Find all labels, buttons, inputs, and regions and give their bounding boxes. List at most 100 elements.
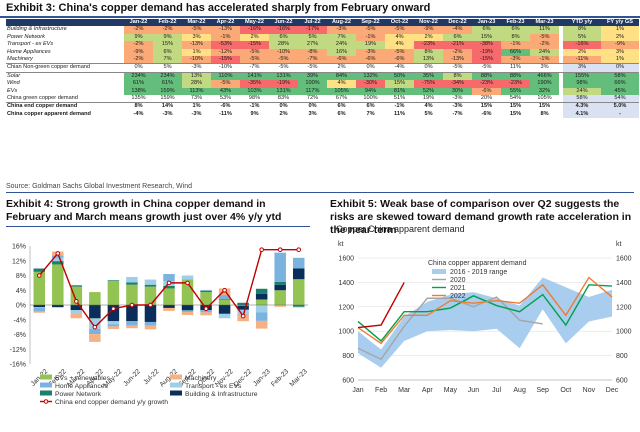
bar-power-network xyxy=(70,285,83,287)
bar-transport-ex-evs xyxy=(255,305,268,313)
table-cell: -9% xyxy=(601,41,639,49)
table-cell: 138% xyxy=(124,87,153,96)
bar-transport-ex-evs xyxy=(200,289,212,291)
table-cell: 105% xyxy=(327,87,356,96)
table-cell: 5% xyxy=(414,110,443,119)
bar-building-infrastructure xyxy=(163,305,175,308)
bar-home-appliances xyxy=(52,255,64,258)
table-cell: 54% xyxy=(501,95,530,103)
header-cell: Feb-23 xyxy=(501,19,530,27)
bar-machinery xyxy=(126,325,138,329)
table-cell: -17% xyxy=(298,26,327,34)
header-cell: Jan-22 xyxy=(124,19,153,27)
table-header-row: Jan-22 Feb-22 Mar-22 Apr-22 May-22 Jun-22 Jul-… xyxy=(6,19,639,27)
bar-building-infrastructure xyxy=(126,305,138,322)
table-cell: -19% xyxy=(269,80,298,88)
table-cell: 100% xyxy=(356,95,385,103)
table-cell: 7% xyxy=(356,110,385,119)
bar-evs-renewables xyxy=(70,286,83,305)
table-cell: 2% xyxy=(601,33,639,42)
bar-building-infrastructure xyxy=(255,293,268,300)
bar-machinery xyxy=(89,334,101,342)
legend-swatch xyxy=(40,390,52,396)
table-cell: 8% xyxy=(414,48,443,57)
table-cell: -15% xyxy=(472,56,501,64)
y-tick-label-right: 1200 xyxy=(616,304,632,311)
table-row: Transport - ex EVs -2% 15% -13% -53% -15% 28% 2… xyxy=(6,41,639,49)
table-cell: 190% xyxy=(530,80,559,88)
exhibit4-title: Exhibit 4: Strong growth in China copper… xyxy=(6,198,282,223)
table-cell: -7% xyxy=(298,56,327,64)
table-cell: -1% xyxy=(501,41,530,49)
table-cell: 159% xyxy=(153,87,182,96)
x-tick-label: Dec xyxy=(606,387,619,394)
row-label: Machinery xyxy=(7,56,33,63)
header-cell: Oct-22 xyxy=(385,19,414,27)
table-cell: 1% xyxy=(182,48,211,57)
table-cell: 2% xyxy=(240,33,269,42)
table-cell: -21% xyxy=(443,41,472,49)
row-label: Building & Infrastructure xyxy=(7,26,67,33)
legend-label: EVs + renewables xyxy=(55,375,111,382)
legend-swatch xyxy=(170,374,182,380)
row-label: Solar xyxy=(6,71,124,81)
bar-power-network xyxy=(33,268,46,272)
table-cell: 88% xyxy=(472,71,501,81)
table-cell: -6% xyxy=(385,56,414,64)
bar-power-network xyxy=(163,285,175,289)
x-tick-label: Mar-23 xyxy=(289,368,309,388)
table-cell: -5% xyxy=(269,63,298,73)
table-cell: -5% xyxy=(385,48,414,57)
bar-home-appliances xyxy=(107,324,120,327)
table-cell: -5% xyxy=(182,26,211,34)
table-cell: 159% xyxy=(153,95,182,103)
table-cell: -7% xyxy=(240,63,269,73)
table-cell: 52% xyxy=(414,87,443,96)
bar-home-appliances xyxy=(33,307,46,312)
legend-label: Power Network xyxy=(55,391,102,398)
exhibit4-rule xyxy=(6,226,310,227)
table-cell: 1% xyxy=(182,102,211,111)
table-cell: 83% xyxy=(269,95,298,103)
table-cell: -2% xyxy=(443,48,472,57)
table-cell: 61% xyxy=(124,80,153,88)
growth-point xyxy=(129,302,135,308)
header-cell: Nov-22 xyxy=(414,19,443,27)
table-cell: 4% xyxy=(414,102,443,111)
header-gap xyxy=(559,19,563,27)
table-cell: 113% xyxy=(182,87,211,96)
growth-point xyxy=(36,273,42,278)
table-cell: -12% xyxy=(211,48,240,57)
table-cell: 20% xyxy=(472,95,501,103)
bar-machinery xyxy=(70,313,83,319)
table-cell: 61% xyxy=(153,80,182,88)
table-cell: 3% xyxy=(298,110,327,119)
bar-building-infrastructure xyxy=(33,305,46,308)
table-cell: -6% xyxy=(356,56,385,64)
table-cell: 466% xyxy=(530,71,559,81)
table-row: EVs 138% 159% 113% 43% 103% 131% 117% 105% 94% 81%… xyxy=(6,87,639,96)
bar-power-network xyxy=(255,288,268,294)
bar-transport-ex-evs xyxy=(218,313,231,319)
x-tick-label: Mar xyxy=(398,387,411,394)
x-tick-label: Apr xyxy=(422,387,434,394)
table-cell: 30% xyxy=(443,87,472,96)
table-cell: 5% xyxy=(298,33,327,42)
table-cell: 15% xyxy=(501,102,530,111)
legend-label: Transport - ex EVs xyxy=(185,383,242,390)
y-tick-label: -16% xyxy=(10,362,26,369)
table-cell: 0% xyxy=(356,63,385,73)
bar-transport-ex-evs xyxy=(107,321,120,325)
bar-evs-renewables xyxy=(181,279,194,305)
growth-point xyxy=(277,247,283,252)
header-cell-blank xyxy=(6,19,124,27)
legend-swatch xyxy=(170,382,182,388)
table-cell: 15% xyxy=(530,102,559,111)
table-cell: -1% xyxy=(356,33,385,42)
x-tick-label: Jun xyxy=(468,387,479,394)
bar-evs-renewables xyxy=(255,299,268,305)
bar-building-infrastructure xyxy=(274,284,286,291)
header-cell: Jul-22 xyxy=(298,19,327,27)
table-cell: 1% xyxy=(601,56,639,64)
table-cell: 14% xyxy=(153,102,182,111)
